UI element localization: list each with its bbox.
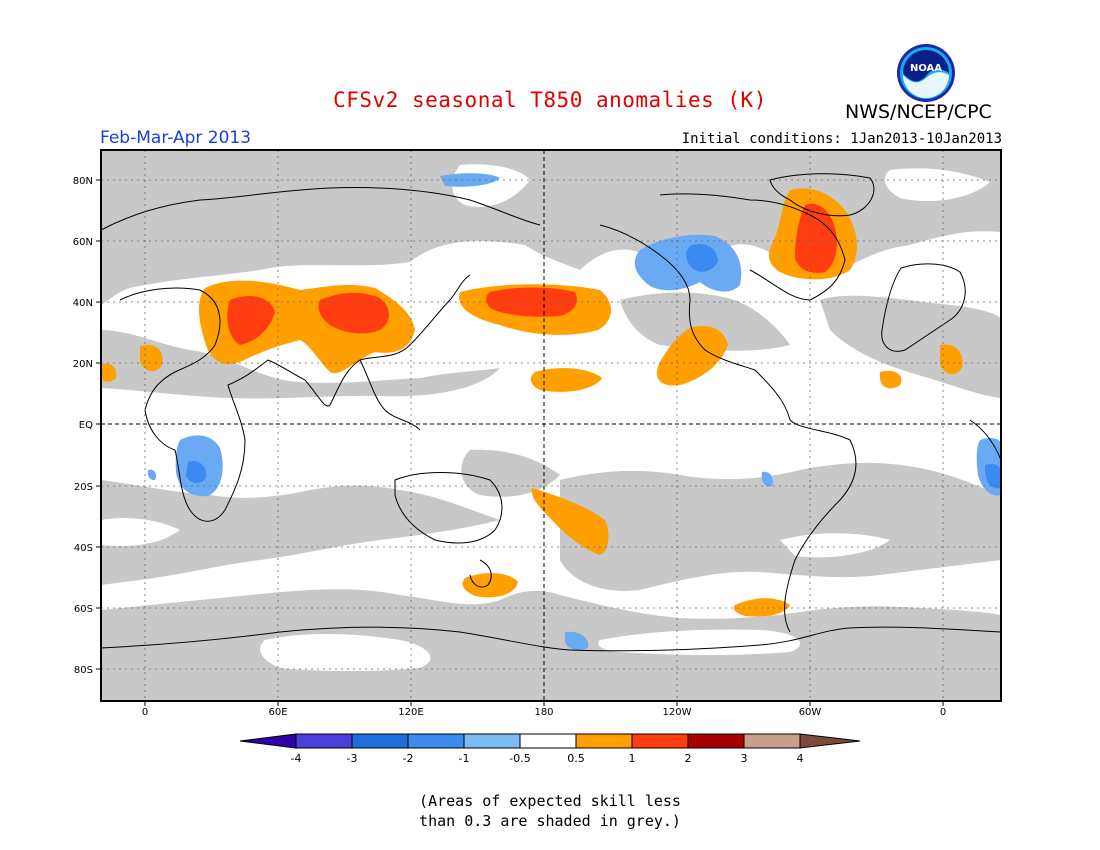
colorbar-label: 4 (797, 752, 804, 765)
lon-label: 120E (398, 707, 423, 718)
colorbar-swatch (295, 733, 353, 749)
lat-label: 60N (73, 237, 93, 248)
map-gridlines (101, 150, 1001, 701)
logo-text: NOAA (910, 63, 942, 74)
colorbar-label: -1 (459, 752, 470, 765)
colorbar-label: 2 (685, 752, 692, 765)
lat-label: 80S (74, 665, 93, 676)
colorbar-labels: -4 -3 -2 -1 -0.5 0.5 1 2 3 4 (291, 752, 804, 765)
lat-label: 20S (74, 482, 93, 493)
lat-label: EQ (79, 420, 93, 431)
colorbar-swatch (631, 733, 689, 749)
colorbar-label: 1 (629, 752, 636, 765)
axis-ticks (96, 179, 944, 706)
initial-conditions-label: Initial conditions: 1Jan2013-10Jan2013 (681, 131, 1002, 147)
colorbar-swatch (519, 733, 577, 749)
colorbar-label: -2 (403, 752, 414, 765)
colorbar-label: 0.5 (567, 752, 585, 765)
longitude-labels: 0 60E 120E 180 120W 60W 0 (142, 707, 946, 718)
colorbar-swatch (407, 733, 465, 749)
map-field (101, 150, 1001, 701)
lat-label: 40N (73, 298, 93, 309)
colorbar-label: 3 (741, 752, 748, 765)
lon-label: 0 (142, 707, 148, 718)
coastlines (101, 173, 1001, 652)
lon-label: 120W (663, 707, 692, 718)
colorbar-swatch (687, 733, 745, 749)
lat-label: 60S (74, 604, 93, 615)
chart-title: CFSv2 seasonal T850 anomalies (K) (333, 88, 767, 112)
colorbar-high-arrow (799, 733, 861, 749)
latitude-labels: 80N 60N 40N 20N EQ 20S 40S 60S 80S (73, 176, 93, 676)
colorbar-label: -3 (347, 752, 358, 765)
lon-label: 0 (940, 707, 946, 718)
lat-label: 20N (73, 359, 93, 370)
noaa-logo-icon: NOAA (895, 42, 957, 108)
colorbar (239, 733, 861, 749)
lat-label: 40S (74, 543, 93, 554)
skill-note-line-2: than 0.3 are shaded in grey.) (419, 812, 681, 830)
lon-label: 60E (268, 707, 287, 718)
lon-label: 180 (534, 707, 553, 718)
colorbar-swatch (351, 733, 409, 749)
season-label: Feb-Mar-Apr 2013 (100, 128, 252, 148)
colorbar-label: -0.5 (509, 752, 530, 765)
skill-note-line-1: (Areas of expected skill less (419, 792, 681, 810)
colorbar-swatch (575, 733, 633, 749)
colorbar-label: -4 (291, 752, 302, 765)
lat-label: 80N (73, 176, 93, 187)
map-frame (100, 149, 1002, 702)
negative-anomaly-2-1 (186, 243, 1001, 489)
equator-dateline (101, 150, 1001, 701)
colorbar-swatch (463, 733, 521, 749)
agency-label: NWS/NCEP/CPC (845, 101, 992, 123)
colorbar-low-arrow (239, 733, 297, 749)
positive-anomaly-1-2 (227, 203, 837, 345)
colorbar-swatch (743, 733, 801, 749)
lon-label: 60W (799, 707, 822, 718)
